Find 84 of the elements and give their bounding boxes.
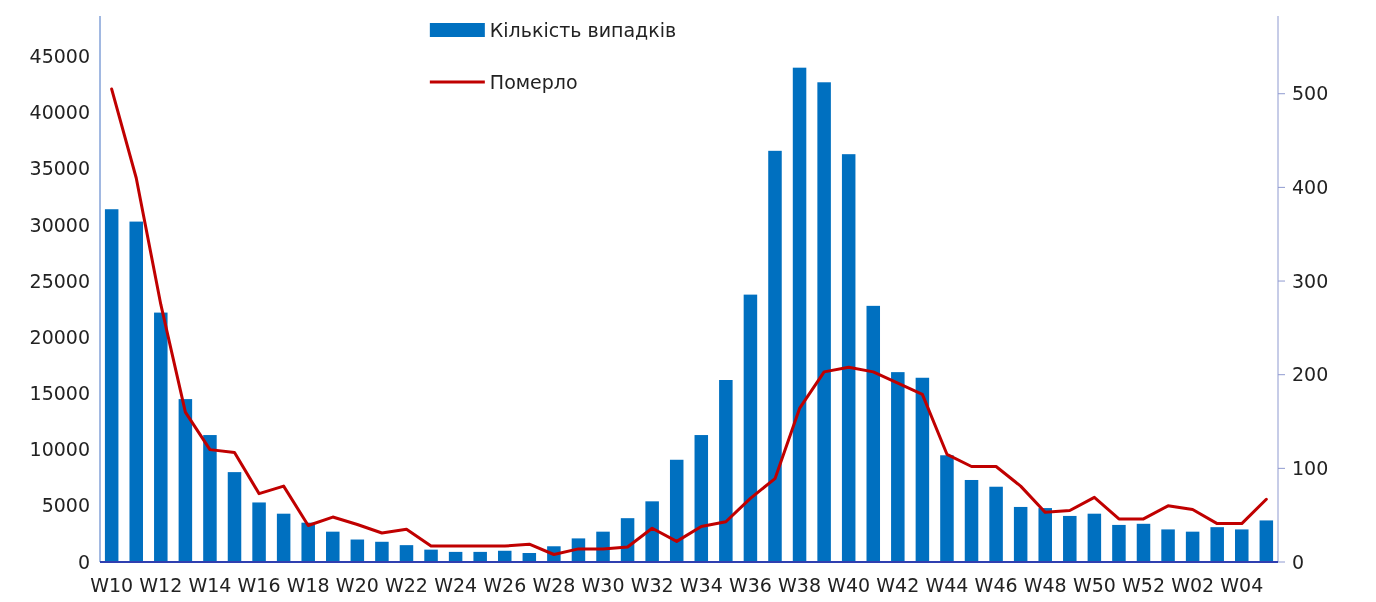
- bar: [891, 372, 905, 562]
- bar: [1136, 523, 1151, 562]
- x-tick-label: W46: [974, 574, 1018, 596]
- y2-tick-label: 400: [1292, 176, 1329, 199]
- y2-tick-label: 200: [1292, 363, 1329, 386]
- bar: [645, 501, 659, 562]
- bar: [497, 550, 512, 562]
- y2-tick-label: 0: [1292, 550, 1305, 573]
- x-tick-label: W14: [188, 574, 232, 596]
- bar: [1161, 529, 1175, 562]
- bar: [1259, 520, 1274, 562]
- y2-tick-label: 100: [1292, 457, 1329, 479]
- bar: [203, 435, 217, 562]
- bar: [154, 312, 168, 562]
- bar: [743, 294, 758, 562]
- bar: [1210, 527, 1224, 562]
- bar: [227, 472, 242, 562]
- y-tick-label: 30000: [29, 213, 90, 236]
- bar: [669, 459, 684, 562]
- x-tick-label: W24: [434, 574, 478, 596]
- x-tick-label: W02: [1171, 574, 1215, 596]
- y-tick-label: 5000: [41, 494, 90, 517]
- bar: [1038, 508, 1052, 562]
- bar: [424, 549, 438, 562]
- x-tick-label: W12: [139, 574, 183, 596]
- x-tick-label: W28: [532, 574, 576, 596]
- bar: [768, 150, 782, 562]
- x-tick-label: W52: [1122, 574, 1165, 596]
- bar: [915, 377, 930, 562]
- y-tick-label: 0: [77, 550, 90, 573]
- y-tick-label: 45000: [29, 45, 90, 68]
- bar: [940, 455, 954, 562]
- bar: [1112, 524, 1126, 562]
- bar: [326, 531, 340, 562]
- x-tick-label: W32: [630, 574, 674, 596]
- y-tick-label: 40000: [29, 101, 90, 124]
- bar: [792, 67, 807, 562]
- bar: [473, 551, 487, 562]
- bar: [301, 522, 315, 562]
- x-tick-label: W26: [483, 574, 527, 596]
- x-tick-label: W36: [728, 574, 772, 596]
- x-tick-label: W50: [1072, 574, 1116, 596]
- x-tick-label: W18: [286, 574, 330, 596]
- x-tick-label: W42: [876, 574, 920, 596]
- x-tick-label: W40: [827, 574, 871, 596]
- x-tick-label: W30: [581, 574, 625, 596]
- x-tick-label: W22: [384, 574, 428, 596]
- bar: [1013, 506, 1028, 562]
- x-tick-label: W04: [1220, 574, 1264, 596]
- x-tick-label: W20: [335, 574, 379, 596]
- bar: [276, 513, 291, 562]
- bar: [866, 305, 881, 562]
- bar: [1087, 513, 1102, 562]
- bar: [694, 435, 709, 562]
- bar: [252, 502, 266, 562]
- bar: [178, 399, 193, 562]
- bar: [1185, 531, 1200, 562]
- bar: [375, 541, 389, 562]
- bar: [1063, 515, 1077, 562]
- x-tick-label: W10: [90, 574, 134, 596]
- legend-label: Кількість випадків: [489, 18, 677, 41]
- bar: [964, 479, 979, 562]
- bar: [399, 545, 414, 562]
- x-tick-label: W48: [1023, 574, 1067, 596]
- y-tick-label: 20000: [29, 325, 90, 348]
- bar: [719, 380, 733, 562]
- legend-label: Померло: [489, 70, 578, 93]
- bar: [104, 209, 119, 562]
- y-tick-label: 10000: [29, 438, 90, 461]
- bar: [129, 221, 143, 562]
- bar: [989, 486, 1003, 562]
- y-tick-label: 25000: [29, 269, 90, 292]
- bar: [817, 82, 831, 562]
- bar: [1235, 529, 1249, 562]
- x-tick-label: W38: [778, 574, 822, 596]
- y-tick-label: 35000: [29, 157, 90, 180]
- bar: [350, 539, 365, 562]
- x-tick-label: W16: [237, 574, 281, 596]
- x-tick-label: W44: [925, 574, 969, 596]
- y-tick-label: 15000: [29, 382, 90, 405]
- y2-tick-label: 300: [1292, 269, 1329, 292]
- bar: [841, 154, 856, 562]
- y2-tick-label: 500: [1292, 82, 1329, 105]
- x-tick-label: W34: [679, 574, 723, 596]
